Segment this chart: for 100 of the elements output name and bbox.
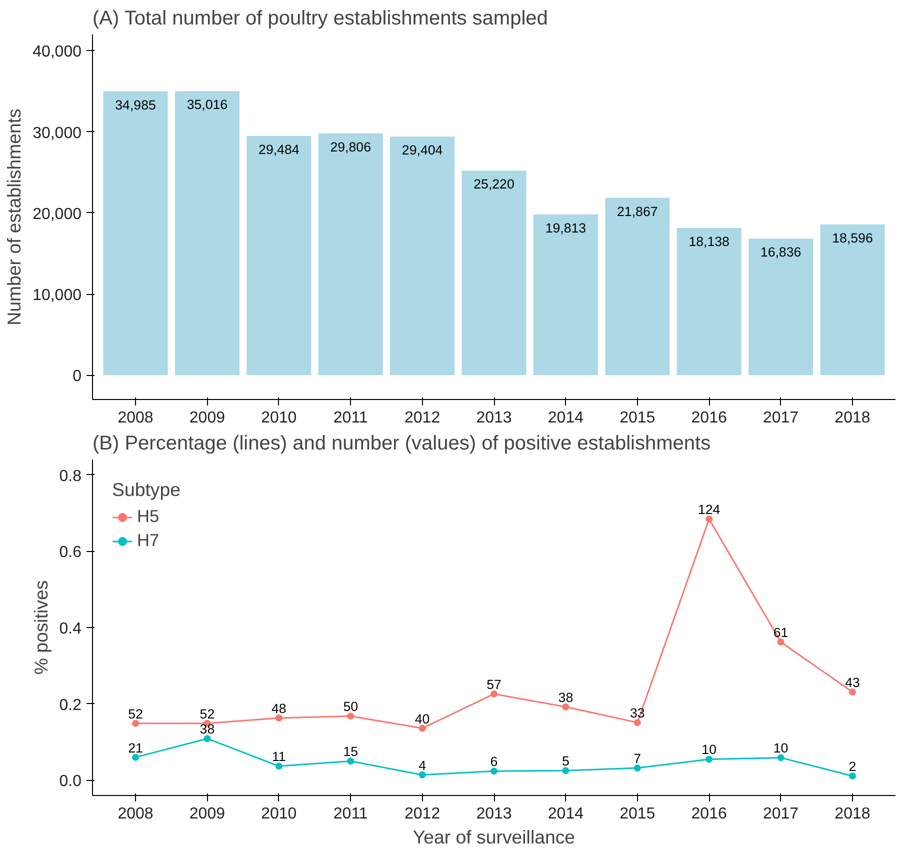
- data-label: 29,404: [402, 142, 444, 158]
- annotation: 7: [634, 751, 642, 766]
- point: [562, 703, 570, 710]
- y-axis-title: Number of establishments: [4, 108, 25, 326]
- point: [490, 690, 498, 698]
- annotation: 6: [490, 754, 498, 770]
- y-tick-label: 0.6: [59, 544, 82, 562]
- x-tick-label: 2011: [333, 806, 368, 822]
- annotation: 11: [272, 749, 286, 764]
- x-tick-label: 2018: [834, 410, 870, 426]
- point: [347, 712, 354, 720]
- point: [347, 758, 354, 765]
- bar: [676, 228, 742, 376]
- chart-title: (B) Percentage (lines) and number (values) of positive establishments: [92, 432, 711, 454]
- annotation: 4: [418, 758, 427, 773]
- bar: [748, 238, 814, 376]
- annotation: 5: [562, 754, 570, 769]
- point: [777, 638, 784, 646]
- point: [132, 754, 140, 761]
- y-tick-label: 0.2: [59, 696, 82, 714]
- point: [418, 771, 426, 778]
- x-tick-label: 2010: [261, 806, 297, 822]
- y-tick-label: 40,000: [32, 44, 82, 61]
- point: [848, 688, 856, 696]
- x-tick-label: 2017: [762, 410, 799, 426]
- x-tick-label: 2013: [476, 806, 512, 822]
- annotation: 124: [698, 502, 721, 518]
- annotation: 50: [343, 699, 358, 714]
- annotation: 43: [845, 675, 860, 690]
- x-tick-label: 2016: [691, 806, 727, 822]
- data-label: 34,985: [115, 97, 156, 112]
- point: [777, 754, 784, 762]
- y-tick-label: 20,000: [32, 206, 82, 223]
- annotation: 38: [200, 722, 215, 737]
- data-label: 18,596: [832, 230, 873, 246]
- x-tick-label: 2015: [620, 410, 656, 426]
- data-label: 29,806: [330, 139, 371, 154]
- x-tick-label: 2012: [404, 806, 440, 822]
- y-tick-label: 0.4: [59, 620, 82, 638]
- point: [706, 516, 713, 523]
- x-tick-label: 2014: [548, 806, 584, 822]
- x-tick-label: 2012: [404, 410, 440, 426]
- y-tick-label: 0.8: [59, 468, 82, 485]
- data-label: 29,484: [258, 142, 300, 158]
- point: [562, 767, 570, 774]
- y-axis-title: % positives: [30, 580, 52, 675]
- x-tick-label: 2009: [189, 410, 226, 426]
- bar: [390, 136, 455, 376]
- point: [418, 724, 426, 732]
- bar: [462, 170, 526, 376]
- data-label: 18,138: [688, 234, 730, 250]
- legend-label: H5: [137, 506, 160, 527]
- x-axis-title: Year of surveillance: [412, 826, 576, 848]
- x-tick-label: 2011: [333, 410, 368, 426]
- data-label: 16,836: [760, 244, 802, 260]
- bar: [605, 198, 670, 376]
- bar: [533, 214, 598, 376]
- annotation: 52: [200, 706, 215, 722]
- annotation: 21: [128, 740, 143, 756]
- point: [204, 735, 211, 742]
- annotation: 38: [558, 690, 574, 705]
- x-tick-label: 2014: [548, 410, 584, 426]
- x-tick-label: 2016: [691, 410, 727, 426]
- point: [706, 756, 713, 763]
- data-label: 35,016: [186, 97, 228, 112]
- point: [275, 714, 282, 722]
- data-label: 21,867: [617, 204, 658, 219]
- point: [490, 768, 498, 775]
- y-tick-label: 0.0: [59, 773, 82, 790]
- point: [132, 720, 140, 727]
- data-label: 19,813: [545, 220, 586, 236]
- annotation: 40: [414, 711, 430, 726]
- x-tick-label: 2018: [834, 806, 870, 822]
- annotation: 52: [128, 706, 143, 722]
- data-label: 25,220: [474, 176, 514, 192]
- bar: [318, 133, 383, 376]
- point: [275, 762, 282, 770]
- bar: [820, 224, 885, 376]
- annotation: 48: [272, 700, 286, 716]
- x-tick-label: 2015: [620, 806, 656, 822]
- point: [634, 719, 641, 726]
- annotation: 57: [486, 676, 502, 692]
- chart-title: (A) Total number of poultry establishments sampled: [92, 8, 548, 30]
- y-tick-label: 10,000: [32, 287, 82, 304]
- x-tick-label: 2008: [118, 806, 154, 822]
- annotation: 10: [773, 740, 788, 756]
- x-tick-label: 2008: [118, 410, 154, 426]
- x-tick-label: 2017: [762, 806, 799, 822]
- annotation: 2: [848, 759, 856, 774]
- y-tick-label: 0: [72, 368, 82, 386]
- annotation: 10: [702, 742, 717, 758]
- bar: [174, 91, 240, 376]
- x-tick-label: 2009: [189, 806, 226, 822]
- legend-title: Subtype: [112, 479, 180, 501]
- annotation: 15: [343, 744, 358, 760]
- point: [848, 772, 856, 780]
- x-tick-label: 2013: [476, 410, 512, 426]
- bar: [246, 136, 312, 376]
- x-tick-label: 2010: [261, 410, 297, 426]
- legend-label: H7: [137, 530, 160, 551]
